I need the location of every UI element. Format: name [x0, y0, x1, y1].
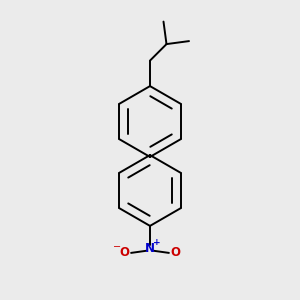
Text: −: −: [113, 242, 122, 252]
Text: N: N: [145, 242, 155, 255]
Text: +: +: [153, 238, 160, 247]
Text: O: O: [119, 246, 130, 260]
Text: O: O: [170, 246, 181, 260]
